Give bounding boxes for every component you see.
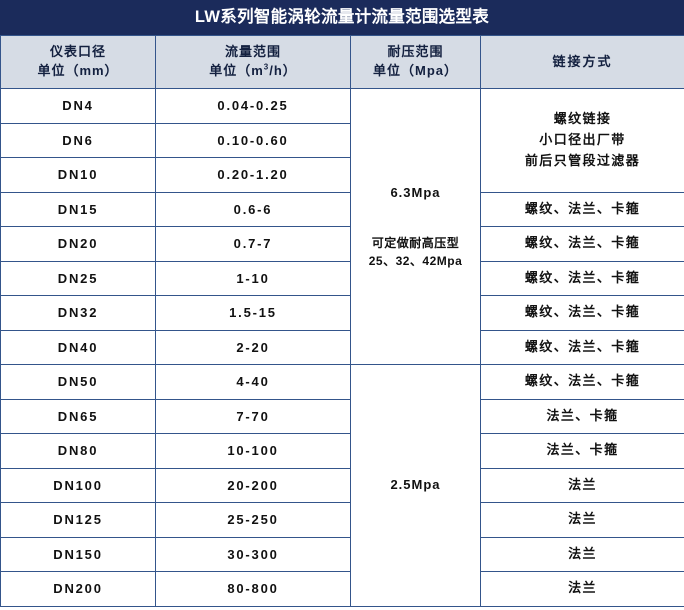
cell-flow-range: 0.10-0.60 xyxy=(155,122,351,158)
column-header-pressure-range-line1: 耐压范围 xyxy=(387,44,444,60)
cell-connection-type: 螺纹、法兰、卡箍 xyxy=(480,226,684,262)
pressure-note: 可定做耐高压型 25、32、42Mpa xyxy=(351,234,480,270)
column-header-pressure-range: 耐压范围 单位（Mpa） xyxy=(350,35,481,89)
table-row: DN6 0.10-0.60 xyxy=(0,122,684,158)
table-body: DN4 0.04-0.25 6.3Mpa 可定做耐高压型 25、32、42Mpa 螺纹链接… xyxy=(0,88,684,607)
cube-superscript: 3 xyxy=(263,62,270,72)
cell-pressure-range: 6.3Mpa 可定做耐高压型 25、32、42Mpa xyxy=(350,88,481,365)
cell-connection-type: 法兰 xyxy=(480,467,684,503)
cell-flow-range: 80-800 xyxy=(155,571,351,607)
cell-flow-range: 20-200 xyxy=(155,467,351,503)
cell-nominal-diameter: DN4 xyxy=(0,88,156,124)
table-header: 仪表口径 单位（mm） 流量范围 单位（m3/h） 耐压范围 单位（Mpa） 链… xyxy=(0,35,684,89)
cell-flow-range: 0.20-1.20 xyxy=(155,157,351,193)
pressure-value: 6.3Mpa xyxy=(390,185,441,201)
cell-nominal-diameter: DN100 xyxy=(0,467,156,503)
table-row: DN32 1.5-15 螺纹、法兰、卡箍 xyxy=(0,295,684,331)
pressure-note-line2: 25、32、42Mpa xyxy=(368,253,463,268)
cell-nominal-diameter: DN200 xyxy=(0,571,156,607)
cell-flow-range: 0.6-6 xyxy=(155,191,351,227)
cell-connection-type: 螺纹、法兰、卡箍 xyxy=(480,295,684,331)
table-row: DN15 0.6-6 螺纹、法兰、卡箍 xyxy=(0,191,684,227)
cell-connection-type: 螺纹链接小口径出厂带 前后只管段过滤器 xyxy=(480,88,684,193)
cell-connection-type: 螺纹、法兰、卡箍 xyxy=(480,260,684,296)
table-row: DN100 20-200 法兰 xyxy=(0,467,684,503)
cell-nominal-diameter: DN50 xyxy=(0,364,156,400)
pressure-note-line1: 可定做耐高压型 xyxy=(371,235,460,250)
cell-nominal-diameter: DN10 xyxy=(0,157,156,193)
cell-connection-type: 螺纹、法兰、卡箍 xyxy=(480,364,684,400)
cell-flow-range: 25-250 xyxy=(155,502,351,538)
column-header-flow-range-line2: 单位（m3/h） xyxy=(156,62,350,81)
cell-nominal-diameter: DN125 xyxy=(0,502,156,538)
cell-flow-range: 7-70 xyxy=(155,398,351,434)
cell-nominal-diameter: DN150 xyxy=(0,536,156,572)
cell-connection-type: 螺纹、法兰、卡箍 xyxy=(480,329,684,365)
table-row: DN125 25-250 法兰 xyxy=(0,502,684,538)
connection-note-line2: 小口径出厂带 xyxy=(539,131,626,147)
column-header-connection-type: 链接方式 xyxy=(480,35,684,89)
table-row: DN40 2-20 螺纹、法兰、卡箍 xyxy=(0,329,684,365)
cell-flow-range: 10-100 xyxy=(155,433,351,469)
table-row: DN50 4-40 2.5Mpa 螺纹、法兰、卡箍 xyxy=(0,364,684,607)
cell-nominal-diameter: DN6 xyxy=(0,122,156,158)
cell-flow-range: 1-10 xyxy=(155,260,351,296)
table-row: DN25 1-10 螺纹、法兰、卡箍 xyxy=(0,260,684,296)
cell-flow-range: 30-300 xyxy=(155,536,351,572)
cell-nominal-diameter: DN32 xyxy=(0,295,156,331)
column-header-flow-range: 流量范围 单位（m3/h） xyxy=(155,35,351,89)
column-header-diameter: 仪表口径 单位（mm） xyxy=(0,35,156,89)
cell-nominal-diameter: DN20 xyxy=(0,226,156,262)
header-row: 仪表口径 单位（mm） 流量范围 单位（m3/h） 耐压范围 单位（Mpa） 链… xyxy=(0,35,684,89)
cell-nominal-diameter: DN25 xyxy=(0,260,156,296)
column-header-flow-range-line1: 流量范围 xyxy=(224,44,281,60)
cell-connection-type: 法兰、卡箍 xyxy=(480,398,684,434)
cell-flow-range: 4-40 xyxy=(155,364,351,400)
connection-note-line3: 前后只管段过滤器 xyxy=(524,152,641,168)
cell-connection-type: 法兰 xyxy=(480,536,684,572)
column-header-pressure-range-line2: 单位（Mpa） xyxy=(372,63,458,78)
cell-connection-type: 法兰、卡箍 xyxy=(480,433,684,469)
connection-note-line1: 螺纹链接 xyxy=(553,111,612,127)
cell-connection-type: 螺纹、法兰、卡箍 xyxy=(480,191,684,227)
pressure-value: 2.5Mpa xyxy=(390,476,441,492)
cell-connection-type: 法兰 xyxy=(480,571,684,607)
cell-flow-range: 2-20 xyxy=(155,329,351,365)
page-title: LW系列智能涡轮流量计流量范围选型表 xyxy=(194,8,490,27)
cell-nominal-diameter: DN80 xyxy=(0,433,156,469)
table-row: DN80 10-100 法兰、卡箍 xyxy=(0,433,684,469)
cell-flow-range: 0.04-0.25 xyxy=(155,88,351,124)
cell-nominal-diameter: DN40 xyxy=(0,329,156,365)
column-header-diameter-line1: 仪表口径 xyxy=(49,44,106,60)
flow-unit-suffix: /h） xyxy=(269,63,297,78)
flow-range-selection-table: 仪表口径 单位（mm） 流量范围 单位（m3/h） 耐压范围 单位（Mpa） 链… xyxy=(0,35,684,607)
cell-nominal-diameter: DN15 xyxy=(0,191,156,227)
table-row: DN20 0.7-7 螺纹、法兰、卡箍 xyxy=(0,226,684,262)
cell-pressure-range: 2.5Mpa xyxy=(350,364,481,607)
flow-unit-prefix: 单位（m xyxy=(209,63,264,78)
cell-flow-range: 1.5-15 xyxy=(155,295,351,331)
table-title-banner: LW系列智能涡轮流量计流量范围选型表 xyxy=(0,0,684,35)
table-row: DN150 30-300 法兰 xyxy=(0,536,684,572)
cell-connection-type: 法兰 xyxy=(480,502,684,538)
cell-nominal-diameter: DN65 xyxy=(0,398,156,434)
table-row: DN4 0.04-0.25 6.3Mpa 可定做耐高压型 25、32、42Mpa 螺纹链接… xyxy=(0,88,684,365)
table-row: DN10 0.20-1.20 xyxy=(0,157,684,193)
table-row: DN200 80-800 法兰 xyxy=(0,571,684,607)
column-header-diameter-line2: 单位（mm） xyxy=(37,63,119,78)
cell-flow-range: 0.7-7 xyxy=(155,226,351,262)
table-row: DN65 7-70 法兰、卡箍 xyxy=(0,398,684,434)
